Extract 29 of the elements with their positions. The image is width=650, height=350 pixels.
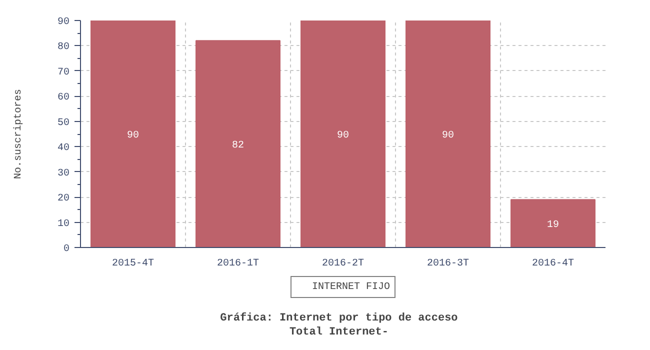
data-label: 90: [337, 130, 350, 142]
x-tick-label: 2016-4T: [532, 258, 574, 270]
x-tick-label: 2016-2T: [322, 258, 364, 270]
bar: [406, 20, 490, 248]
bar: [510, 199, 596, 248]
y-tick-label: 10: [58, 218, 70, 230]
x-tick-label: 2015-4T: [112, 258, 154, 270]
y-tick-label: 40: [58, 143, 70, 154]
y-tick-label: 30: [58, 168, 70, 180]
y-tick-label: 50: [58, 118, 70, 129]
data-label: 90: [442, 130, 454, 142]
bar: [300, 20, 386, 248]
x-tick-label: 2016-3T: [426, 258, 470, 270]
x-tick-label: 2016-1T: [216, 258, 260, 270]
data-label: 90: [127, 130, 140, 142]
bar: [90, 20, 176, 248]
y-axis-title: No.suscriptores: [12, 88, 24, 180]
y-tick-label: 60: [58, 92, 70, 104]
text: Gráfica: Internet por tipo de acceso: [220, 312, 458, 324]
y-tick-label: 0: [64, 244, 70, 255]
y-tick-label: 70: [58, 67, 70, 78]
bar: [196, 40, 280, 248]
y-tick-label: 90: [58, 17, 70, 28]
data-label: 19: [547, 220, 560, 232]
text: Total Internet-: [289, 326, 388, 338]
y-tick-label: 80: [58, 42, 70, 54]
text: INTERNET FIJO: [312, 282, 390, 292]
data-label: 82: [232, 140, 244, 152]
y-tick-label: 20: [58, 194, 70, 205]
